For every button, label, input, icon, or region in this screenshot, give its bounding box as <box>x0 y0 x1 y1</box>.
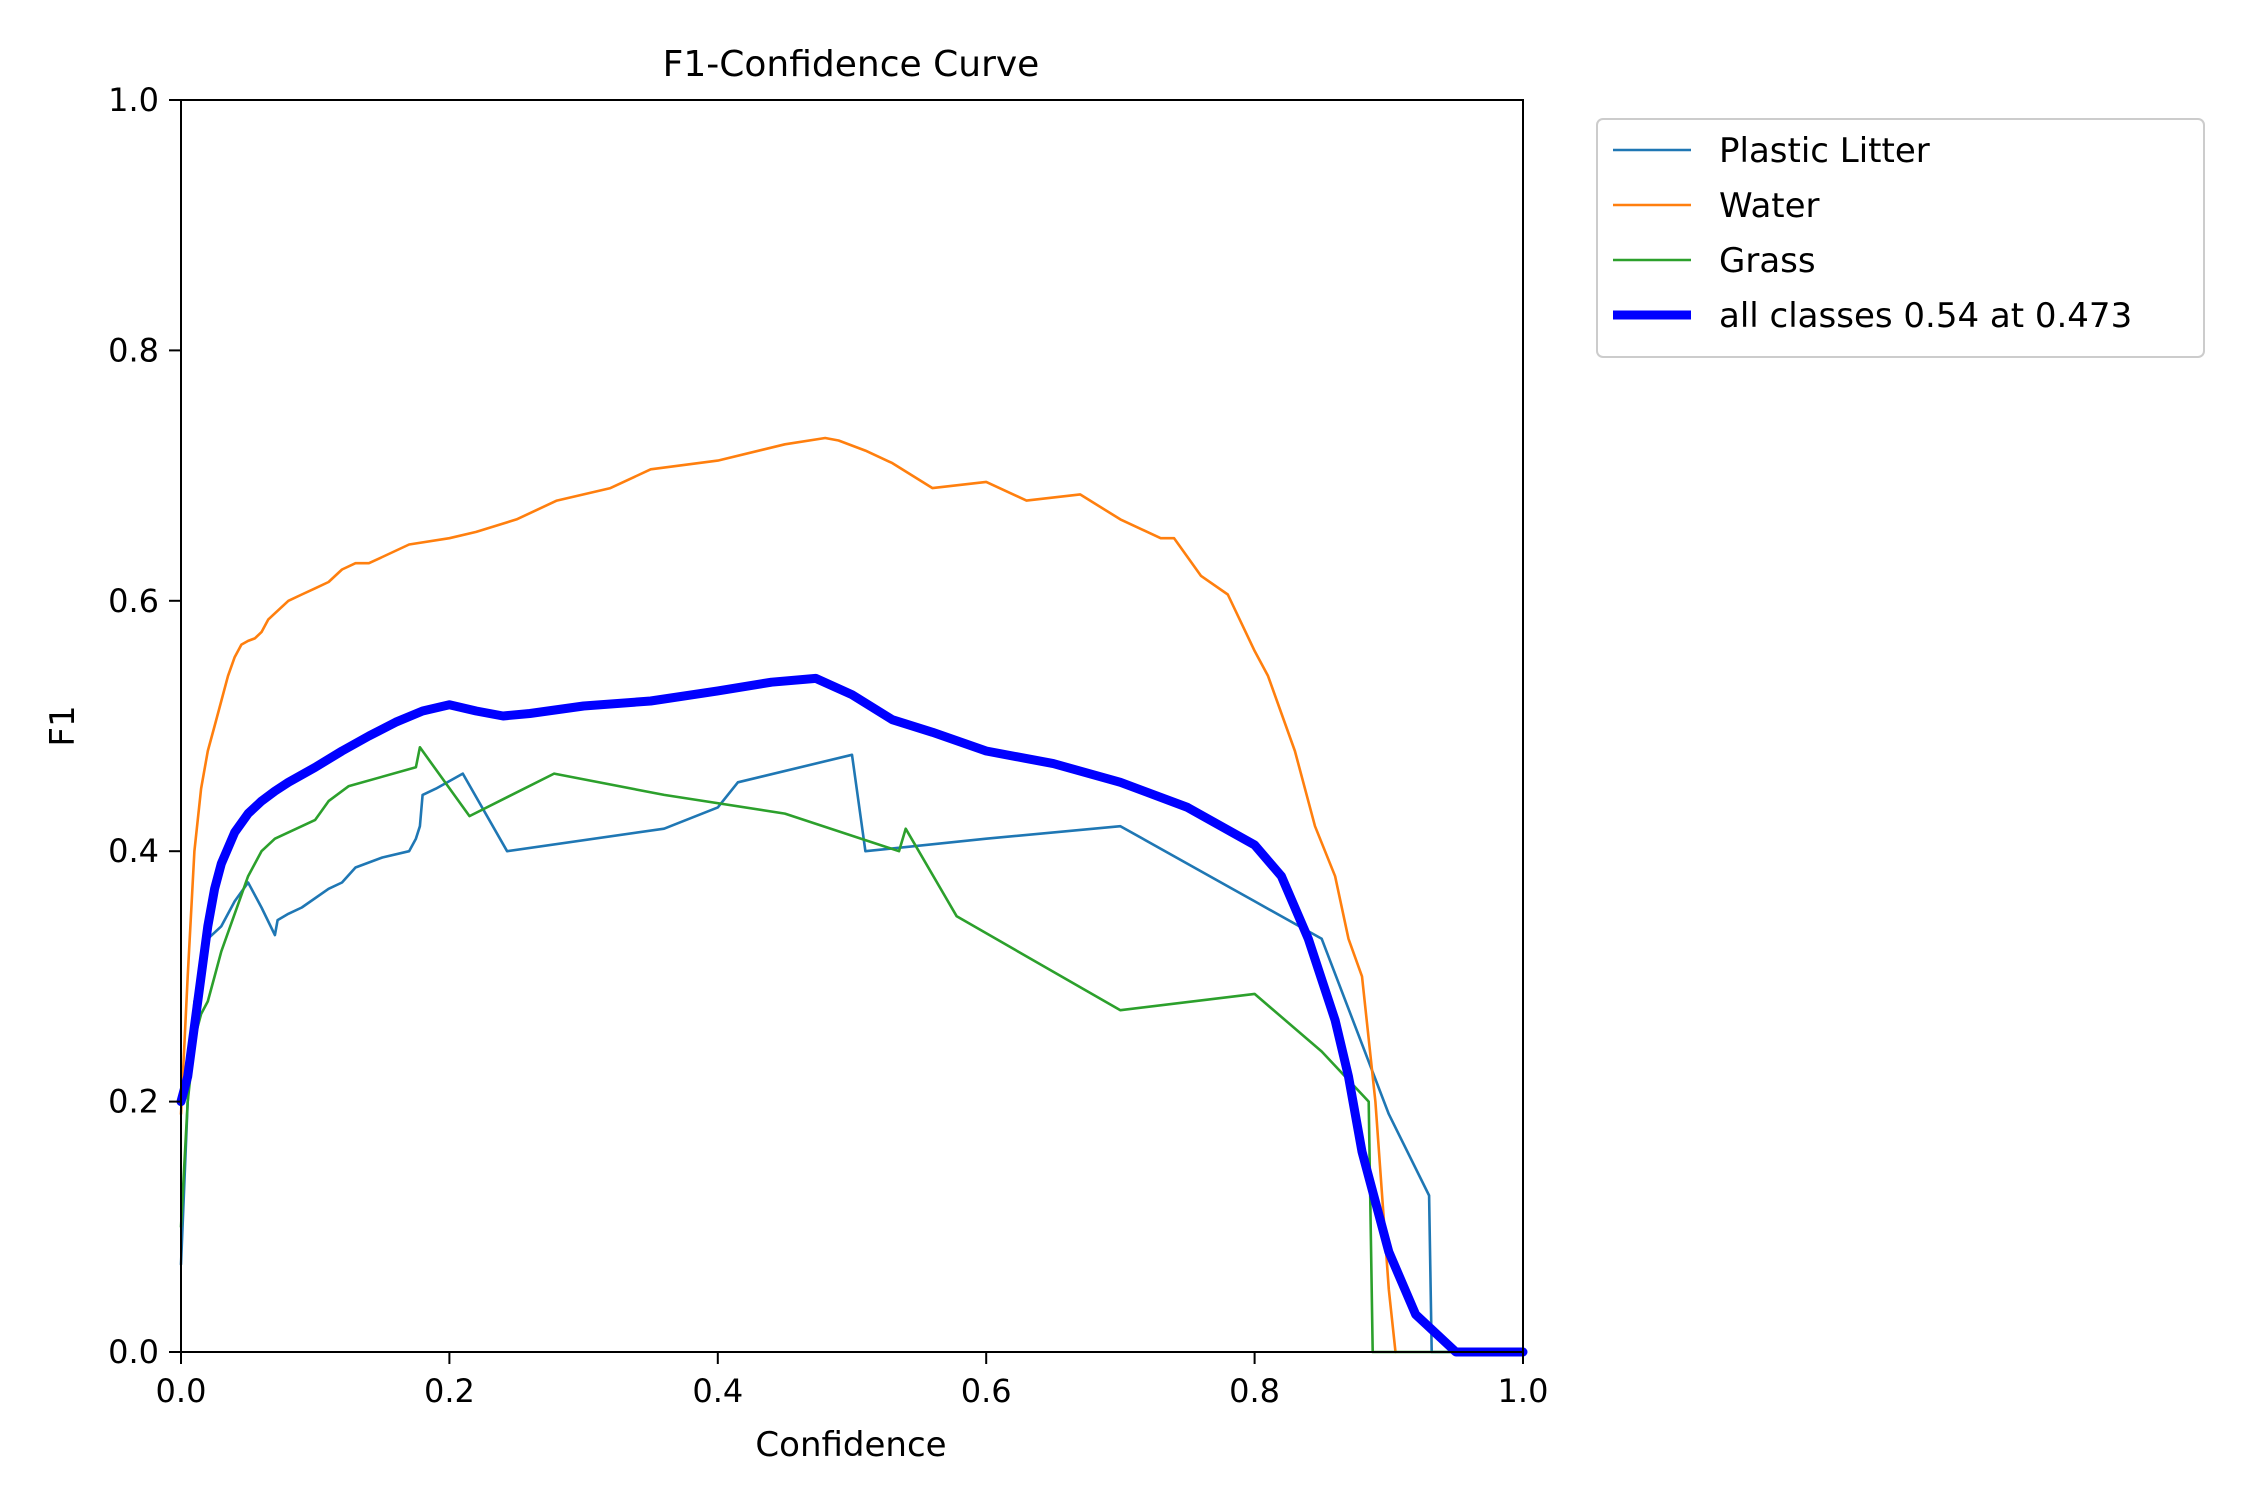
series-line-3 <box>176 673 1528 1357</box>
y-tick-label: 0.0 <box>108 1333 159 1371</box>
series-line-2 <box>179 746 1525 1354</box>
x-tick-label: 1.0 <box>1498 1372 1549 1410</box>
plot-frame <box>180 99 1524 1353</box>
legend-label-1: Water <box>1719 186 1820 226</box>
y-tick-label: 0.2 <box>108 1083 159 1121</box>
y-tick-label: 0.8 <box>108 331 159 369</box>
y-axis-title: F1 <box>43 705 83 746</box>
plot-area <box>176 436 1528 1357</box>
legend: Plastic Litter Water Grass all classes 0.54… <box>1596 118 2205 358</box>
x-tick-label: 0.6 <box>961 1372 1012 1410</box>
y-tick-label: 0.6 <box>108 582 159 620</box>
x-tick-label: 0.2 <box>424 1372 475 1410</box>
chart-title: F1-Confidence Curve <box>663 44 1040 85</box>
legend-label-0: Plastic Litter <box>1719 131 1930 171</box>
x-tick-label: 0.0 <box>156 1372 207 1410</box>
x-axis: 0.0 0.2 0.4 0.6 0.8 1.0 <box>156 1352 1549 1410</box>
legend-frame <box>1596 118 2205 358</box>
x-tick-label: 0.4 <box>692 1372 743 1410</box>
legend-label-3: all classes 0.54 at 0.473 <box>1719 296 2132 336</box>
legend-label-2: Grass <box>1719 241 1816 281</box>
series-line-0 <box>179 753 1525 1354</box>
y-tick-label: 1.0 <box>108 81 159 119</box>
y-tick-label: 0.4 <box>108 832 159 870</box>
x-tick-label: 0.8 <box>1229 1372 1280 1410</box>
x-axis-title: Confidence <box>755 1425 946 1465</box>
series-line-1 <box>179 436 1397 1354</box>
y-axis: 0.0 0.2 0.4 0.6 0.8 1.0 <box>108 81 181 1371</box>
